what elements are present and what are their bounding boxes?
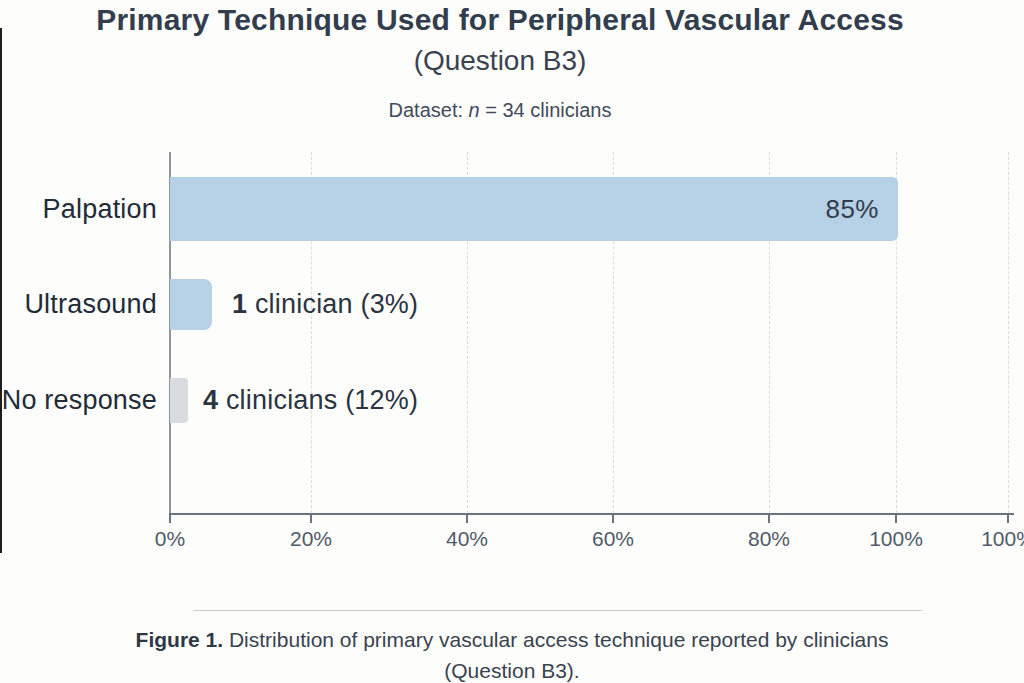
tick-label: 100% [851,527,941,551]
tick-label: 40% [422,527,512,551]
category-label: Palpation [0,177,157,241]
figure-caption: Figure 1. Distribution of primary vascul… [0,624,1024,683]
category-label: No response [0,378,157,423]
x-axis-line [169,513,1014,515]
bar-value-label: 85% [825,194,898,225]
annotation-count: 4 [203,385,218,416]
caption-figure-label: Figure 1. [136,628,224,651]
tick-mark [1007,515,1009,523]
caption-text: Distribution of primary vascular access … [223,628,888,651]
bar-chart: 0% 20% 40% 60% 80% 100% 100% Palpation 85% Ultras… [0,0,1024,683]
bar [170,279,212,330]
tick-mark [310,515,312,523]
annotation-text: clinician (3%) [247,289,418,320]
bar [170,378,188,423]
caption-divider [193,610,922,611]
tick-mark [768,515,770,523]
caption-line-2: (Question B3). [444,659,579,682]
tick-label: 100% [963,527,1024,551]
tick-mark [895,515,897,523]
annotation-text: clinicians (12%) [218,385,418,416]
tick-label: 0% [125,527,215,551]
bar: 85% [170,177,898,241]
tick-label: 60% [568,527,658,551]
bar-annotation: 1 clinician (3%) [232,279,418,330]
tick-label: 80% [724,527,814,551]
tick-label: 20% [266,527,356,551]
bar-annotation: 4 clinicians (12%) [203,378,418,423]
left-edge-artifact [0,28,2,553]
category-label: Ultrasound [0,279,157,330]
tick-mark [169,515,171,523]
tick-mark [466,515,468,523]
caption-line-1: Figure 1. Distribution of primary vascul… [136,628,889,651]
gridline [1008,152,1009,513]
tick-mark [612,515,614,523]
figure-page: Primary Technique Used for Peripheral Va… [0,0,1024,683]
annotation-count: 1 [232,289,247,320]
